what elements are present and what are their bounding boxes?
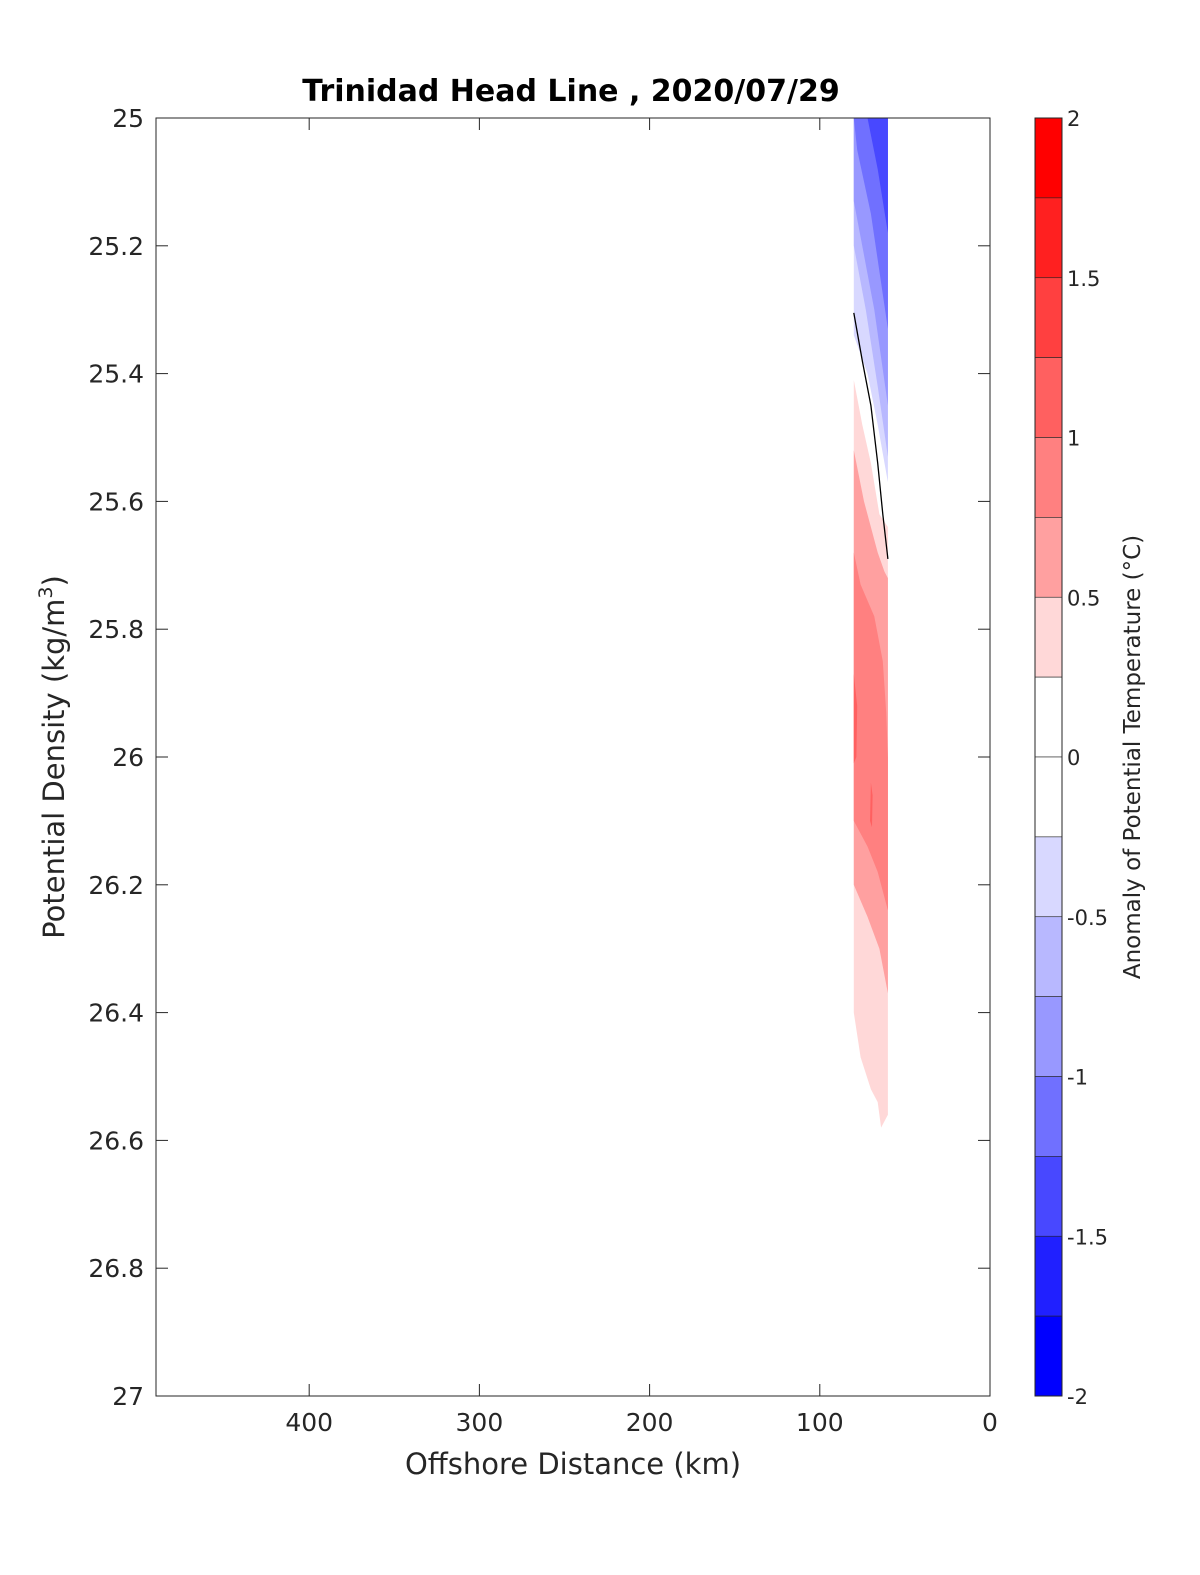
x-tick-label: 0 bbox=[982, 1408, 998, 1437]
colorbar-segment bbox=[1034, 1076, 1063, 1157]
y-axis-title: Potential Density (kg/m3) bbox=[35, 575, 71, 939]
colorbar-segment bbox=[1034, 596, 1063, 678]
colorbar-segment bbox=[1034, 197, 1063, 279]
colorbar-segment bbox=[1034, 836, 1063, 918]
colorbar-segment bbox=[1034, 996, 1063, 1077]
colorbar-tick-label: -1.5 bbox=[1067, 1225, 1108, 1249]
colorbar-segment bbox=[1034, 277, 1063, 358]
contour-layer bbox=[853, 118, 888, 1128]
chart-title: Trinidad Head Line , 2020/07/29 bbox=[302, 74, 839, 109]
y-tick-label: 26 bbox=[112, 743, 144, 772]
colorbar-segment bbox=[1034, 916, 1063, 997]
contour-region-warm-anomaly-strong bbox=[853, 552, 888, 911]
x-tick-label: 200 bbox=[626, 1408, 674, 1437]
x-axis-ticks: 400 300 200 100 0 bbox=[285, 118, 998, 1437]
x-tick-label: 400 bbox=[285, 1408, 333, 1437]
y-tick-label: 25.4 bbox=[88, 360, 144, 389]
colorbar-tick-label: 1 bbox=[1067, 427, 1080, 451]
colorbar-tick-label: 0.5 bbox=[1067, 586, 1100, 610]
colorbar-tick-label: -0.5 bbox=[1067, 906, 1108, 930]
colorbar-segment bbox=[1034, 1235, 1063, 1317]
colorbar-segment bbox=[1034, 357, 1063, 438]
zero-contour-line bbox=[853, 312, 889, 559]
colorbar-segment bbox=[1034, 1156, 1063, 1237]
plot-background bbox=[156, 118, 990, 1396]
colorbar-segment bbox=[1034, 437, 1063, 518]
y-tick-label: 25 bbox=[112, 104, 144, 133]
x-axis-title: Offshore Distance (km) bbox=[405, 1447, 741, 1481]
colorbar-segment bbox=[1034, 117, 1063, 199]
x-tick-label: 100 bbox=[796, 1408, 844, 1437]
x-tick-label: 300 bbox=[456, 1408, 504, 1437]
colorbar-tick-label: -1 bbox=[1067, 1066, 1088, 1090]
contour-region-warm-anomaly-core-west bbox=[853, 673, 858, 764]
y-axis-ticks: 25 25.2 25.4 25.6 25.8 26 26.2 26.4 26.6 26.8 27 bbox=[88, 104, 990, 1411]
y-tick-label: 26.6 bbox=[88, 1126, 144, 1155]
colorbar-segment bbox=[1034, 1315, 1063, 1397]
y-tick-label: 26.8 bbox=[88, 1254, 144, 1283]
contour-region-warm-anomaly-core-east bbox=[870, 782, 873, 828]
y-tick-label: 26.2 bbox=[88, 871, 144, 900]
colorbar-title: Anomaly of Potential Temperature (°C) bbox=[1120, 535, 1146, 979]
y-axis-title-close: ) bbox=[37, 575, 71, 586]
colorbar-segment bbox=[1034, 517, 1063, 598]
y-tick-label: 25.8 bbox=[88, 615, 144, 644]
contour-region-cold-anomaly-core bbox=[867, 118, 888, 233]
colorbar-segment bbox=[1034, 676, 1063, 758]
y-tick-label: 26.4 bbox=[88, 999, 144, 1028]
y-axis-title-main: Potential Density (kg/m bbox=[37, 599, 71, 939]
colorbar-tick-label: 1.5 bbox=[1067, 267, 1100, 291]
y-axis-title-superscript: 3 bbox=[35, 586, 57, 598]
colorbar-tick-label: 0 bbox=[1067, 746, 1080, 770]
y-tick-label: 27 bbox=[112, 1382, 144, 1411]
contour-line-layer bbox=[853, 312, 889, 559]
colorbar bbox=[1034, 117, 1063, 1397]
y-tick-label: 25.6 bbox=[88, 487, 144, 516]
colorbar-tick-label: -2 bbox=[1067, 1385, 1088, 1409]
colorbar-ticks: 2 1.5 1 0.5 0 -0.5 -1 -1.5 -2 bbox=[1067, 107, 1108, 1409]
colorbar-tick-label: 2 bbox=[1067, 107, 1080, 131]
colorbar-segment bbox=[1034, 756, 1063, 838]
colorbar-frame bbox=[1034, 117, 1063, 1397]
y-tick-label: 25.2 bbox=[88, 232, 144, 261]
